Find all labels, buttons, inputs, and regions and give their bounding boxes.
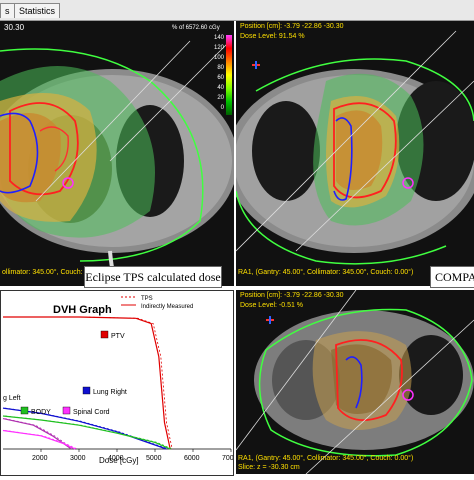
caption-compass: COMPA xyxy=(430,266,474,288)
tab-partial[interactable]: s xyxy=(0,3,15,18)
tick-0: 0 xyxy=(220,105,224,111)
dose-level-readout: Dose Level: 91.54 % xyxy=(240,33,305,40)
spinal-cord-label: Spinal Cord xyxy=(73,409,110,416)
dvh-curve-tps-body xyxy=(4,415,173,450)
dvh-curve-tps-spinal-cord xyxy=(4,430,78,450)
tab-bar: s Statistics xyxy=(0,0,474,21)
ptv-label: PTV xyxy=(111,333,125,340)
coord-fragment: 30.30 xyxy=(4,23,25,32)
dvh-curve-tps-g-left xyxy=(4,418,74,450)
lung-right-marker xyxy=(82,386,91,395)
dvh-graph-panel: DVH Graph TPS Indirectly Measured PTV Lu… xyxy=(0,290,238,476)
dvh-tick-label: 2000 xyxy=(32,455,48,462)
dose-level-readout-diff: Dose Level: -0.51 % xyxy=(240,302,304,309)
dvh-chart: DVH Graph TPS Indirectly Measured PTV Lu… xyxy=(2,296,238,465)
spinal-cord-marker xyxy=(62,406,71,415)
ptv-marker xyxy=(100,330,109,339)
dvh-tick-label: 6000 xyxy=(184,455,200,462)
colorbar-ticks: 140 120 100 80 60 40 20 0 xyxy=(206,35,224,115)
tick-140: 140 xyxy=(213,35,224,41)
body-label: BODY xyxy=(31,409,51,416)
dvh-curve-ptv xyxy=(3,316,171,450)
dvh-curve-g-left xyxy=(2,418,72,450)
tick-20: 20 xyxy=(217,95,224,101)
difference-view[interactable]: Position [cm]: -3.79 -22.86 -30.30 Dose … xyxy=(236,290,474,474)
scale-title: % of 6572.60 cGy xyxy=(172,25,220,31)
legend-tps: TPS xyxy=(141,296,153,302)
ct-slice-tps xyxy=(0,21,234,286)
dvh-xlabel: Dose [cGy] xyxy=(99,456,139,465)
dvh-tick-label: 7000 xyxy=(222,455,233,462)
dvh-tick-label: 3000 xyxy=(70,455,86,462)
caption-eclipse: Eclipse TPS calculated dose xyxy=(84,266,222,288)
dvh-curve-body xyxy=(2,415,171,450)
tick-100: 100 xyxy=(213,55,224,61)
beam-info-tps: ollimator: 345.00°, Couch: 0.00°) xyxy=(2,269,104,276)
body-marker xyxy=(20,406,29,415)
tick-40: 40 xyxy=(217,85,224,91)
slice-readout: Slice: z = -30.30 cm xyxy=(238,464,300,471)
ct-slice-difference xyxy=(236,290,474,474)
position-readout: Position [cm]: -3.79 -22.86 -30.30 xyxy=(240,23,344,30)
dvh-tick-label: 4000 xyxy=(108,455,124,462)
position-readout-diff: Position [cm]: -3.79 -22.86 -30.30 xyxy=(240,292,344,299)
tick-120: 120 xyxy=(213,45,224,51)
legend-measured: Indirectly Measured xyxy=(141,304,193,310)
dvh-curve-spinal-cord xyxy=(2,429,76,450)
tick-80: 80 xyxy=(217,65,224,71)
beam-info-diff: RA1, (Gantry: 45.00°, Collimator: 345.00… xyxy=(238,455,414,462)
dvh-title: DVH Graph xyxy=(53,304,112,316)
lung-right-label: Lung Right xyxy=(93,389,127,396)
beam-info-compass: RA1, (Gantry: 45.00°, Collimator: 345.00… xyxy=(238,269,414,276)
tps-dose-view[interactable]: 30.30 % of 6572.60 cGy 140 120 100 80 60… xyxy=(0,21,234,286)
dvh-x-ticks: 2000 3000 4000 5000 6000 7000 xyxy=(32,449,238,462)
compass-dose-view[interactable]: Position [cm]: -3.79 -22.86 -30.30 Dose … xyxy=(236,21,474,286)
dvh-curve-tps-ptv xyxy=(5,316,173,450)
dvh-tick-label: 5000 xyxy=(146,455,162,462)
orientation-marker-icon xyxy=(252,61,260,69)
ct-slice-compass xyxy=(236,21,474,286)
lung-left-label: g Left xyxy=(3,395,21,402)
tick-60: 60 xyxy=(217,75,224,81)
dvh-curve-tps-lung-right xyxy=(4,407,169,450)
dose-colorbar xyxy=(226,35,232,115)
orientation-marker-icon xyxy=(266,316,274,324)
tab-statistics[interactable]: Statistics xyxy=(14,3,61,18)
